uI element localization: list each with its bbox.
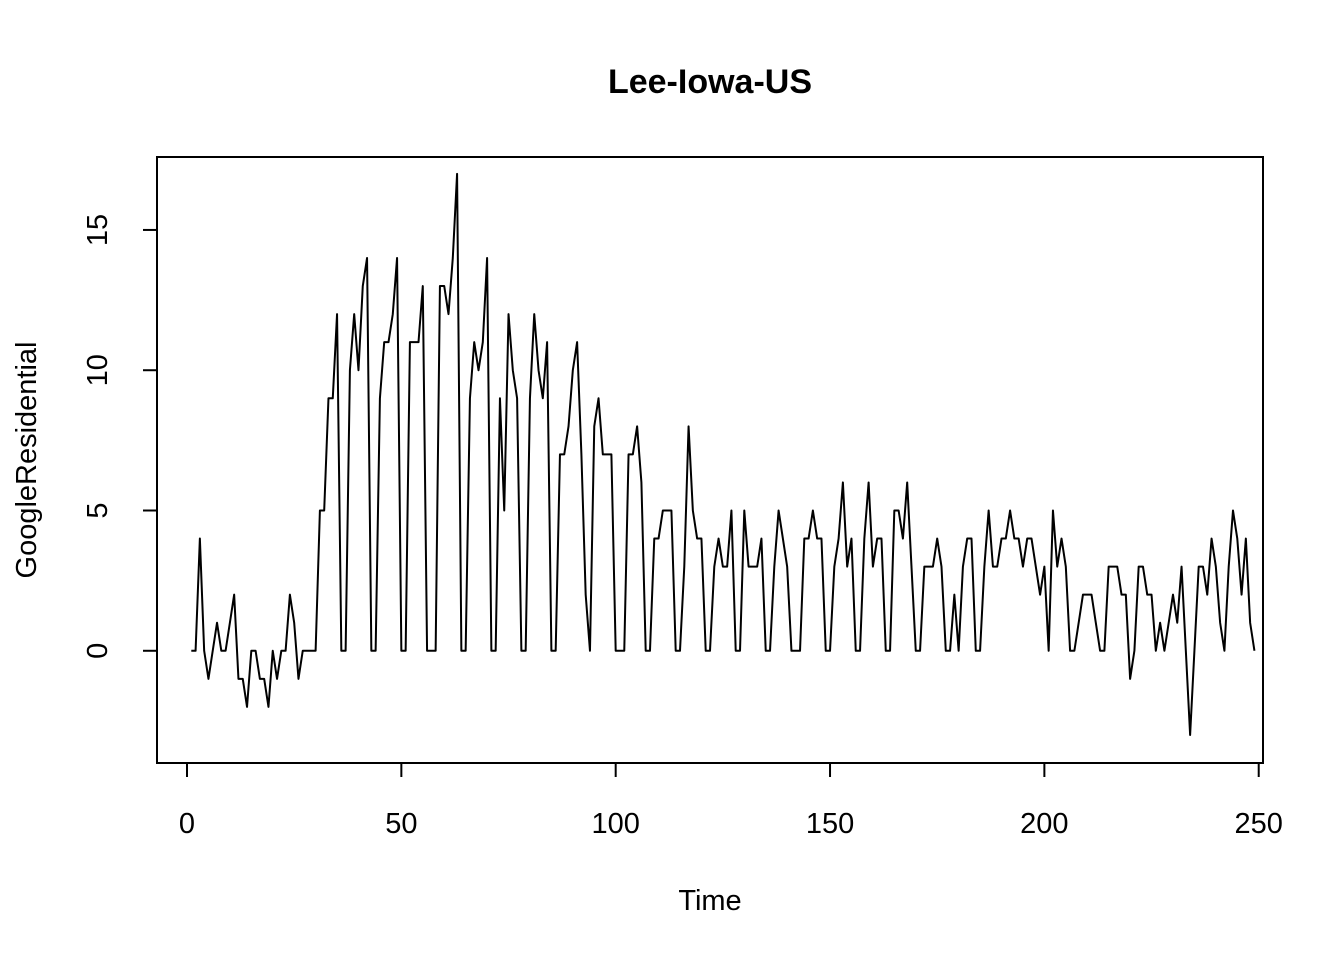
x-axis-label: Time (678, 885, 741, 917)
x-tick-label: 200 (1020, 808, 1068, 840)
series-line (191, 172, 1256, 736)
y-tick-label: 0 (82, 643, 114, 659)
y-axis: 0 5 10 15 (82, 214, 158, 659)
y-tick-label: 5 (82, 502, 114, 518)
x-tick-label: 100 (591, 808, 639, 840)
x-axis: 0 50 100 150 200 250 (179, 762, 1283, 840)
x-tick-label: 250 (1235, 808, 1283, 840)
plot-frame (156, 156, 1264, 764)
x-tick-label: 50 (385, 808, 417, 840)
y-tick-label: 15 (82, 214, 114, 246)
y-axis-label: GoogleResidential (11, 342, 43, 579)
x-tick-label: 0 (179, 808, 195, 840)
x-tick-label: 150 (806, 808, 854, 840)
y-tick-label: 10 (82, 354, 114, 386)
chart-title: Lee-Iowa-US (608, 63, 812, 101)
